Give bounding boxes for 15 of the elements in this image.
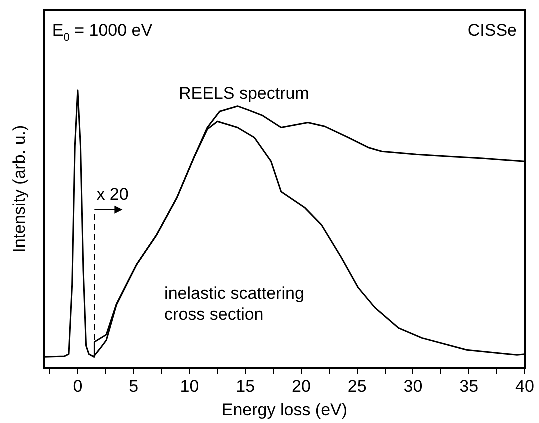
x-tick-label: 5: [129, 377, 139, 396]
x-tick-label: 0: [73, 377, 83, 396]
x-axis-title: Energy loss (eV): [222, 400, 348, 420]
y-axis-title: Intensity (arb. u.): [10, 125, 29, 253]
x-tick-label: 35: [460, 377, 479, 396]
ref-line-label: x 20: [96, 184, 129, 204]
x-tick-label: 40: [516, 377, 534, 396]
x-tick-label: 20: [292, 377, 311, 396]
x-tick-label: 15: [236, 377, 256, 396]
x-tick-label: 25: [348, 377, 367, 396]
x-tick-label: 10: [180, 377, 200, 396]
text: CISSe: [468, 21, 517, 40]
series-label: REELS spectrum: [178, 84, 310, 103]
x-tick-label: 30: [404, 377, 423, 396]
series-label: inelastic scattering cross section: [164, 284, 304, 324]
